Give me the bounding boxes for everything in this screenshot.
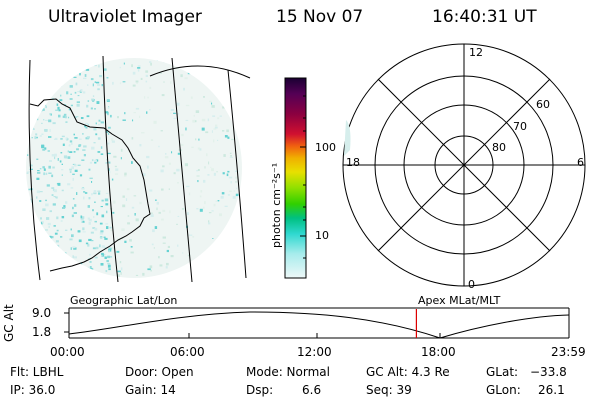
polar-plot-label: Apex MLat/MLT	[418, 294, 501, 307]
colorbar-ticks	[300, 95, 306, 259]
flt-readout: Flt: LBHL	[10, 365, 64, 379]
xtick-1200: 12:00	[297, 345, 332, 359]
altitude-curve	[68, 311, 570, 339]
altitude-ytick-low: 1.8	[32, 325, 52, 339]
mlt-label-18: 18	[346, 156, 360, 169]
door-readout: Door: Open	[125, 365, 194, 379]
glon-value: 26.1	[538, 383, 565, 397]
xtick-1800: 18:00	[421, 345, 456, 359]
geo-map-label: Geographic Lat/Lon	[70, 294, 178, 307]
lat-label-60: 60	[536, 98, 550, 111]
xtick-0600: 06:00	[170, 345, 205, 359]
altitude-plot-frame	[64, 307, 570, 339]
mode-readout: Mode: Normal	[246, 365, 330, 379]
geo-grid-lines	[28, 55, 251, 283]
seq-readout: Seq: 39	[366, 383, 412, 397]
gc-alt-readout: GC Alt: 4.3 Re	[366, 365, 450, 379]
glon-label: GLon:	[486, 383, 521, 397]
colorbar-unit-label: photon cm⁻²s⁻¹	[270, 162, 283, 248]
mlt-label-6: 6	[577, 156, 584, 169]
colorbar	[284, 77, 307, 279]
glat-label: GLat:	[486, 365, 519, 379]
dsp-label: Dsp:	[246, 383, 274, 397]
xtick-2359: 23:59	[551, 345, 586, 359]
mlt-label-0: 0	[468, 278, 475, 291]
coastline	[29, 98, 151, 272]
dsp-value: 6.6	[302, 383, 322, 397]
earth-disc-image	[26, 58, 242, 278]
altitude-ytick-high: 9.0	[32, 306, 52, 320]
xtick-0000: 00:00	[50, 345, 85, 359]
lat-label-70: 70	[513, 120, 527, 133]
polar-plot	[342, 43, 586, 287]
header-time: 16:40:31 UT	[432, 7, 537, 27]
colorbar-tick-10: 10	[315, 229, 329, 242]
polar-image-fragment	[344, 120, 351, 156]
ip-readout: IP: 36.0	[10, 383, 56, 397]
app-title: Ultraviolet Imager	[48, 7, 202, 27]
gain-readout: Gain: 14	[125, 383, 176, 397]
lat-label-80: 80	[492, 141, 506, 154]
colorbar-tick-100: 100	[315, 141, 336, 154]
header-date: 15 Nov 07	[276, 7, 364, 27]
altitude-ylabel: GC Alt	[2, 304, 16, 342]
mlt-label-12: 12	[469, 46, 483, 59]
glat-value: −33.8	[530, 365, 567, 379]
